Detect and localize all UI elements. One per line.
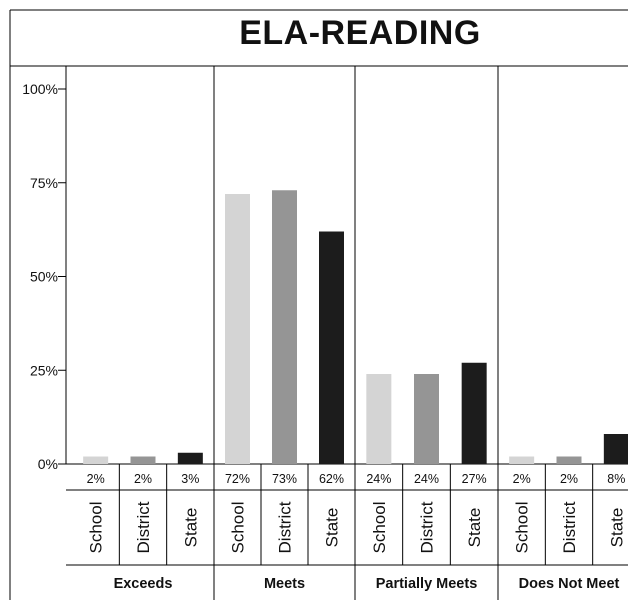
data-label: 24% xyxy=(414,472,439,486)
series-name-label: State xyxy=(323,508,342,548)
y-tick-label: 0% xyxy=(38,456,58,472)
series-name-label: State xyxy=(465,508,484,548)
bar-meets-school xyxy=(225,194,250,464)
bar-partially-meets-state xyxy=(461,362,487,464)
bar-does-not-meet-state xyxy=(603,434,628,464)
y-tick-label: 100% xyxy=(22,81,58,97)
data-label: 73% xyxy=(272,472,297,486)
series-name-label: District xyxy=(418,501,437,553)
series-name-label: School xyxy=(513,502,532,554)
category-label: Exceeds xyxy=(114,576,173,592)
bar-does-not-meet-district xyxy=(556,456,582,464)
data-label: 24% xyxy=(366,472,391,486)
data-label: 27% xyxy=(462,472,487,486)
category-label: Meets xyxy=(264,576,305,592)
data-label: 2% xyxy=(134,472,152,486)
series-name-label: District xyxy=(276,501,295,553)
series-name-label: School xyxy=(370,502,389,554)
data-label: 2% xyxy=(560,472,578,486)
data-label: 8% xyxy=(607,472,625,486)
y-tick-label: 25% xyxy=(30,362,58,378)
series-name-label: District xyxy=(560,501,579,553)
data-label: 3% xyxy=(181,472,199,486)
bar-exceeds-school xyxy=(83,456,109,464)
bar-partially-meets-school xyxy=(366,374,392,464)
data-label: 72% xyxy=(225,472,250,486)
series-name-label: State xyxy=(181,508,200,548)
bar-partially-meets-district xyxy=(414,374,439,464)
series-name-label: School xyxy=(87,502,106,554)
category-label: Does Not Meet xyxy=(519,576,620,592)
data-label: 2% xyxy=(87,472,105,486)
data-label: 2% xyxy=(513,472,531,486)
bar-exceeds-district xyxy=(130,456,156,464)
bar-meets-state xyxy=(319,231,344,464)
bar-does-not-meet-school xyxy=(509,456,535,464)
bar-exceeds-state xyxy=(177,452,203,464)
bar-meets-district xyxy=(272,190,297,464)
series-name-label: District xyxy=(134,501,153,553)
y-tick-label: 75% xyxy=(30,175,58,191)
series-name-label: School xyxy=(229,502,248,554)
y-tick-label: 50% xyxy=(30,269,58,285)
data-label: 62% xyxy=(319,472,344,486)
chart-title: ELA-READING xyxy=(239,14,481,52)
category-label: Partially Meets xyxy=(376,576,478,592)
series-name-label: State xyxy=(607,508,626,548)
